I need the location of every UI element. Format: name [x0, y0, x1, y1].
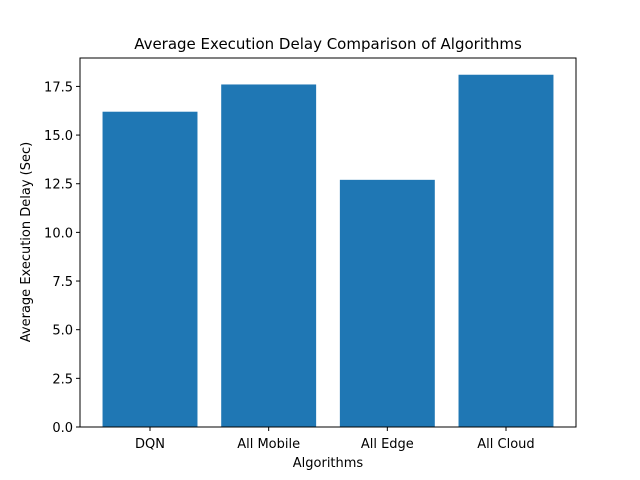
bar-all-edge: [339, 179, 435, 427]
x-tick-label: All Mobile: [237, 437, 300, 452]
chart-title: Average Execution Delay Comparison of Al…: [134, 35, 522, 53]
y-tick-label: 2.5: [52, 372, 73, 387]
y-tick-label: 7.5: [52, 275, 73, 290]
y-tick-label: 15.0: [44, 129, 73, 144]
bar-dqn: [102, 111, 198, 428]
y-tick-label: 5.0: [52, 324, 73, 339]
y-tick-label: 17.5: [44, 80, 73, 95]
x-tick-label: All Edge: [361, 437, 414, 452]
y-tick-label: 0.0: [52, 421, 73, 436]
y-axis-ticks: 0.0 2.5 5.0 7.5 10.0 12.5 15.0 17.5: [44, 80, 80, 436]
y-tick-label: 10.0: [44, 226, 73, 241]
bar-all-mobile: [221, 84, 317, 427]
x-axis-label: Algorithms: [293, 456, 364, 471]
bars-group: [102, 74, 554, 428]
y-tick-label: 12.5: [44, 178, 73, 193]
y-axis-label: Average Execution Delay (Sec): [19, 142, 34, 342]
x-axis-ticks: DQN All Mobile All Edge All Cloud: [135, 427, 535, 452]
x-tick-label: DQN: [135, 437, 165, 452]
x-tick-label: All Cloud: [477, 437, 534, 452]
plot-frame: [79, 57, 577, 428]
bar-all-cloud: [458, 74, 554, 428]
